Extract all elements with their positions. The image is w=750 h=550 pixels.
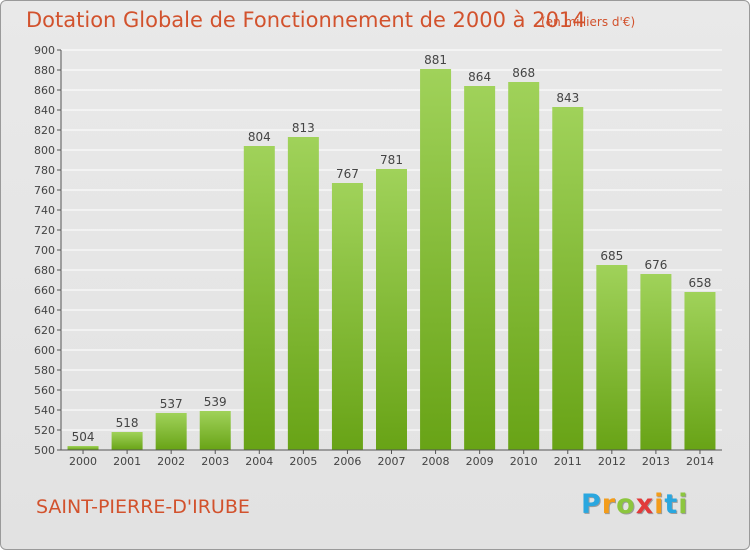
y-tick-label: 900 (34, 44, 55, 57)
proxiti-logo: Proxiti (581, 489, 689, 520)
chart-subtitle: (en milliers d'€) (541, 15, 636, 29)
bar (596, 265, 628, 450)
logo-letter: x (635, 489, 655, 520)
y-tick-label: 600 (34, 344, 55, 357)
x-tick-label: 2002 (157, 455, 185, 468)
bar (464, 86, 496, 450)
bar (199, 411, 231, 450)
bar (331, 183, 363, 450)
bar-value-label: 864 (468, 70, 491, 84)
bar-value-label: 804 (248, 130, 271, 144)
x-tick-label: 2012 (598, 455, 626, 468)
commune-name: SAINT-PIERRE-D'IRUBE (36, 496, 250, 518)
y-tick-label: 660 (34, 284, 55, 297)
x-tick-label: 2001 (113, 455, 141, 468)
x-tick-label: 2005 (289, 455, 317, 468)
logo-letter: i (654, 489, 665, 520)
bar (640, 274, 672, 450)
bar-value-label: 518 (116, 416, 139, 430)
logo-letter: r (601, 489, 617, 520)
y-tick-label: 780 (34, 164, 55, 177)
y-tick-label: 580 (34, 364, 55, 377)
bar-value-label: 781 (380, 153, 403, 167)
x-tick-label: 2014 (686, 455, 714, 468)
bar-value-label: 881 (424, 53, 447, 67)
y-tick-label: 880 (34, 64, 55, 77)
bar (552, 107, 584, 450)
x-tick-label: 2003 (201, 455, 229, 468)
bar-value-label: 658 (689, 276, 712, 290)
y-tick-label: 540 (34, 404, 55, 417)
x-tick-label: 2006 (333, 455, 361, 468)
logo-letter: o (616, 489, 636, 520)
bar-value-label: 504 (72, 430, 95, 444)
bar-value-label: 537 (160, 397, 183, 411)
bar (111, 432, 143, 450)
x-tick-label: 2011 (554, 455, 582, 468)
bar (684, 292, 716, 450)
y-tick-label: 720 (34, 224, 55, 237)
bar-value-label: 767 (336, 167, 359, 181)
logo-letter: t (664, 489, 679, 520)
y-tick-label: 700 (34, 244, 55, 257)
bar-value-label: 676 (644, 258, 667, 272)
x-tick-label: 2008 (422, 455, 450, 468)
y-tick-label: 640 (34, 304, 55, 317)
bar-value-label: 685 (600, 249, 623, 263)
bar (67, 446, 99, 450)
bar-value-label: 868 (512, 66, 535, 80)
bar (420, 69, 452, 450)
logo-letter: P (581, 489, 602, 520)
chart-title: Dotation Globale de Fonctionnement de 20… (26, 8, 586, 32)
x-tick-label: 2013 (642, 455, 670, 468)
x-tick-label: 2007 (378, 455, 406, 468)
y-tick-label: 800 (34, 144, 55, 157)
y-tick-label: 740 (34, 204, 55, 217)
x-tick-label: 2004 (245, 455, 273, 468)
bar-value-label: 539 (204, 395, 227, 409)
bar-value-label: 843 (556, 91, 579, 105)
axes (57, 49, 722, 454)
y-tick-label: 680 (34, 264, 55, 277)
bar (376, 169, 407, 450)
bar (155, 413, 187, 450)
bar-value-label: 813 (292, 121, 315, 135)
y-tick-label: 620 (34, 324, 55, 337)
y-tick-label: 840 (34, 104, 55, 117)
bar (287, 137, 319, 450)
bars (67, 69, 716, 450)
y-tick-label: 760 (34, 184, 55, 197)
y-tick-label: 860 (34, 84, 55, 97)
labels: 500 520 540 560 580 600 620 640 660 680 700 720 740 7… (34, 44, 714, 468)
x-tick-label: 2000 (69, 455, 97, 468)
y-tick-label: 560 (34, 384, 55, 397)
y-tick-label: 500 (34, 444, 55, 457)
logo-letter: i (678, 489, 689, 520)
x-tick-label: 2010 (510, 455, 538, 468)
bar (243, 146, 275, 450)
y-tick-label: 520 (34, 424, 55, 437)
bar (508, 82, 540, 450)
y-tick-label: 820 (34, 124, 55, 137)
x-tick-label: 2009 (466, 455, 494, 468)
